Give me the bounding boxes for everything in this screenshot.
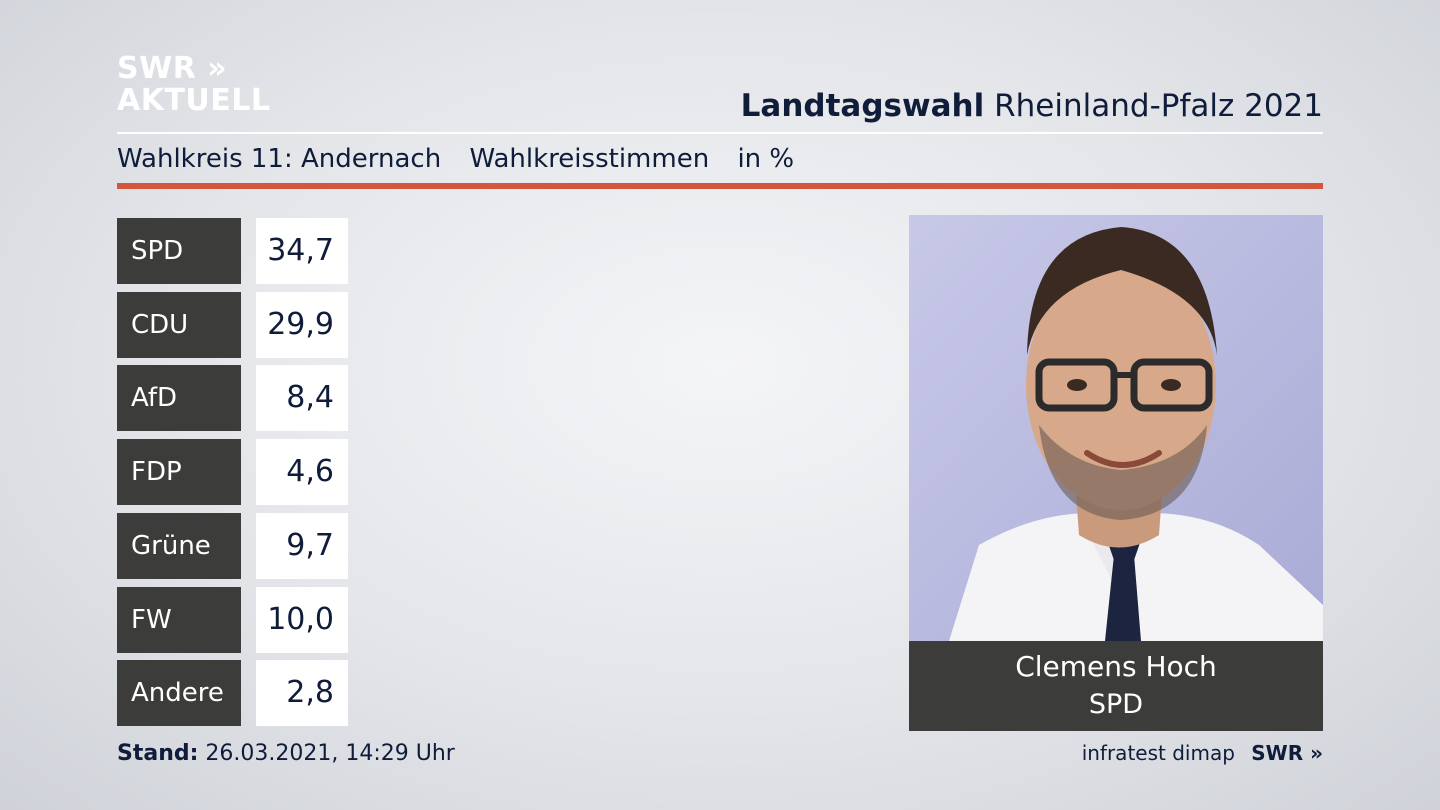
subtitle: Wahlkreis 11: Andernach Wahlkreisstimmen… <box>117 144 814 174</box>
party-value: 4,6 <box>256 439 348 505</box>
result-row: Andere 2,8 <box>117 660 349 726</box>
timestamp: Stand: 26.03.2021, 14:29 Uhr <box>117 741 455 766</box>
candidate-party: SPD <box>1088 689 1144 720</box>
party-label: FW <box>117 587 241 653</box>
stand-value: 26.03.2021, 14:29 Uhr <box>205 741 455 766</box>
accent-divider <box>117 183 1323 189</box>
candidate-name: Clemens Hoch <box>1015 650 1217 683</box>
result-row: AfD 8,4 <box>117 365 349 431</box>
candidate-caption: Clemens Hoch SPD <box>909 641 1323 731</box>
party-label: AfD <box>117 365 241 431</box>
result-row: FDP 4,6 <box>117 439 349 505</box>
party-value: 8,4 <box>256 365 348 431</box>
page-title: Landtagswahl Rheinland-Pfalz 2021 <box>741 88 1323 124</box>
source-label: infratest dimap <box>1081 741 1235 765</box>
swr-aktuell-logo: SWR » AKTUELL <box>117 54 271 116</box>
party-label: CDU <box>117 292 241 358</box>
result-row: CDU 29,9 <box>117 292 349 358</box>
party-value: 10,0 <box>256 587 348 653</box>
party-value: 9,7 <box>256 513 348 579</box>
logo-line-2: AKTUELL <box>117 83 271 118</box>
result-row: FW 10,0 <box>117 587 349 653</box>
source-credit: infratest dimap SWR » <box>1082 741 1323 765</box>
logo-line-1: SWR » <box>117 51 228 86</box>
title-rest: Rheinland-Pfalz 2021 <box>994 88 1323 124</box>
party-value: 29,9 <box>256 292 348 358</box>
district-label: Wahlkreis 11: Andernach <box>117 144 442 174</box>
party-label: SPD <box>117 218 241 284</box>
party-label: Andere <box>117 660 241 726</box>
party-label: Grüne <box>117 513 241 579</box>
header-divider <box>117 132 1323 134</box>
party-value: 34,7 <box>256 218 348 284</box>
vote-type-label: Wahlkreisstimmen <box>469 144 710 174</box>
candidate-photo <box>909 215 1323 641</box>
title-bold: Landtagswahl <box>740 88 985 124</box>
unit-label: in % <box>737 144 795 174</box>
stand-label: Stand: <box>117 741 199 766</box>
result-row: Grüne 9,7 <box>117 513 349 579</box>
party-value: 2,8 <box>256 660 348 726</box>
swr-brand: SWR » <box>1251 741 1323 765</box>
party-label: FDP <box>117 439 241 505</box>
result-row: SPD 34,7 <box>117 218 349 284</box>
